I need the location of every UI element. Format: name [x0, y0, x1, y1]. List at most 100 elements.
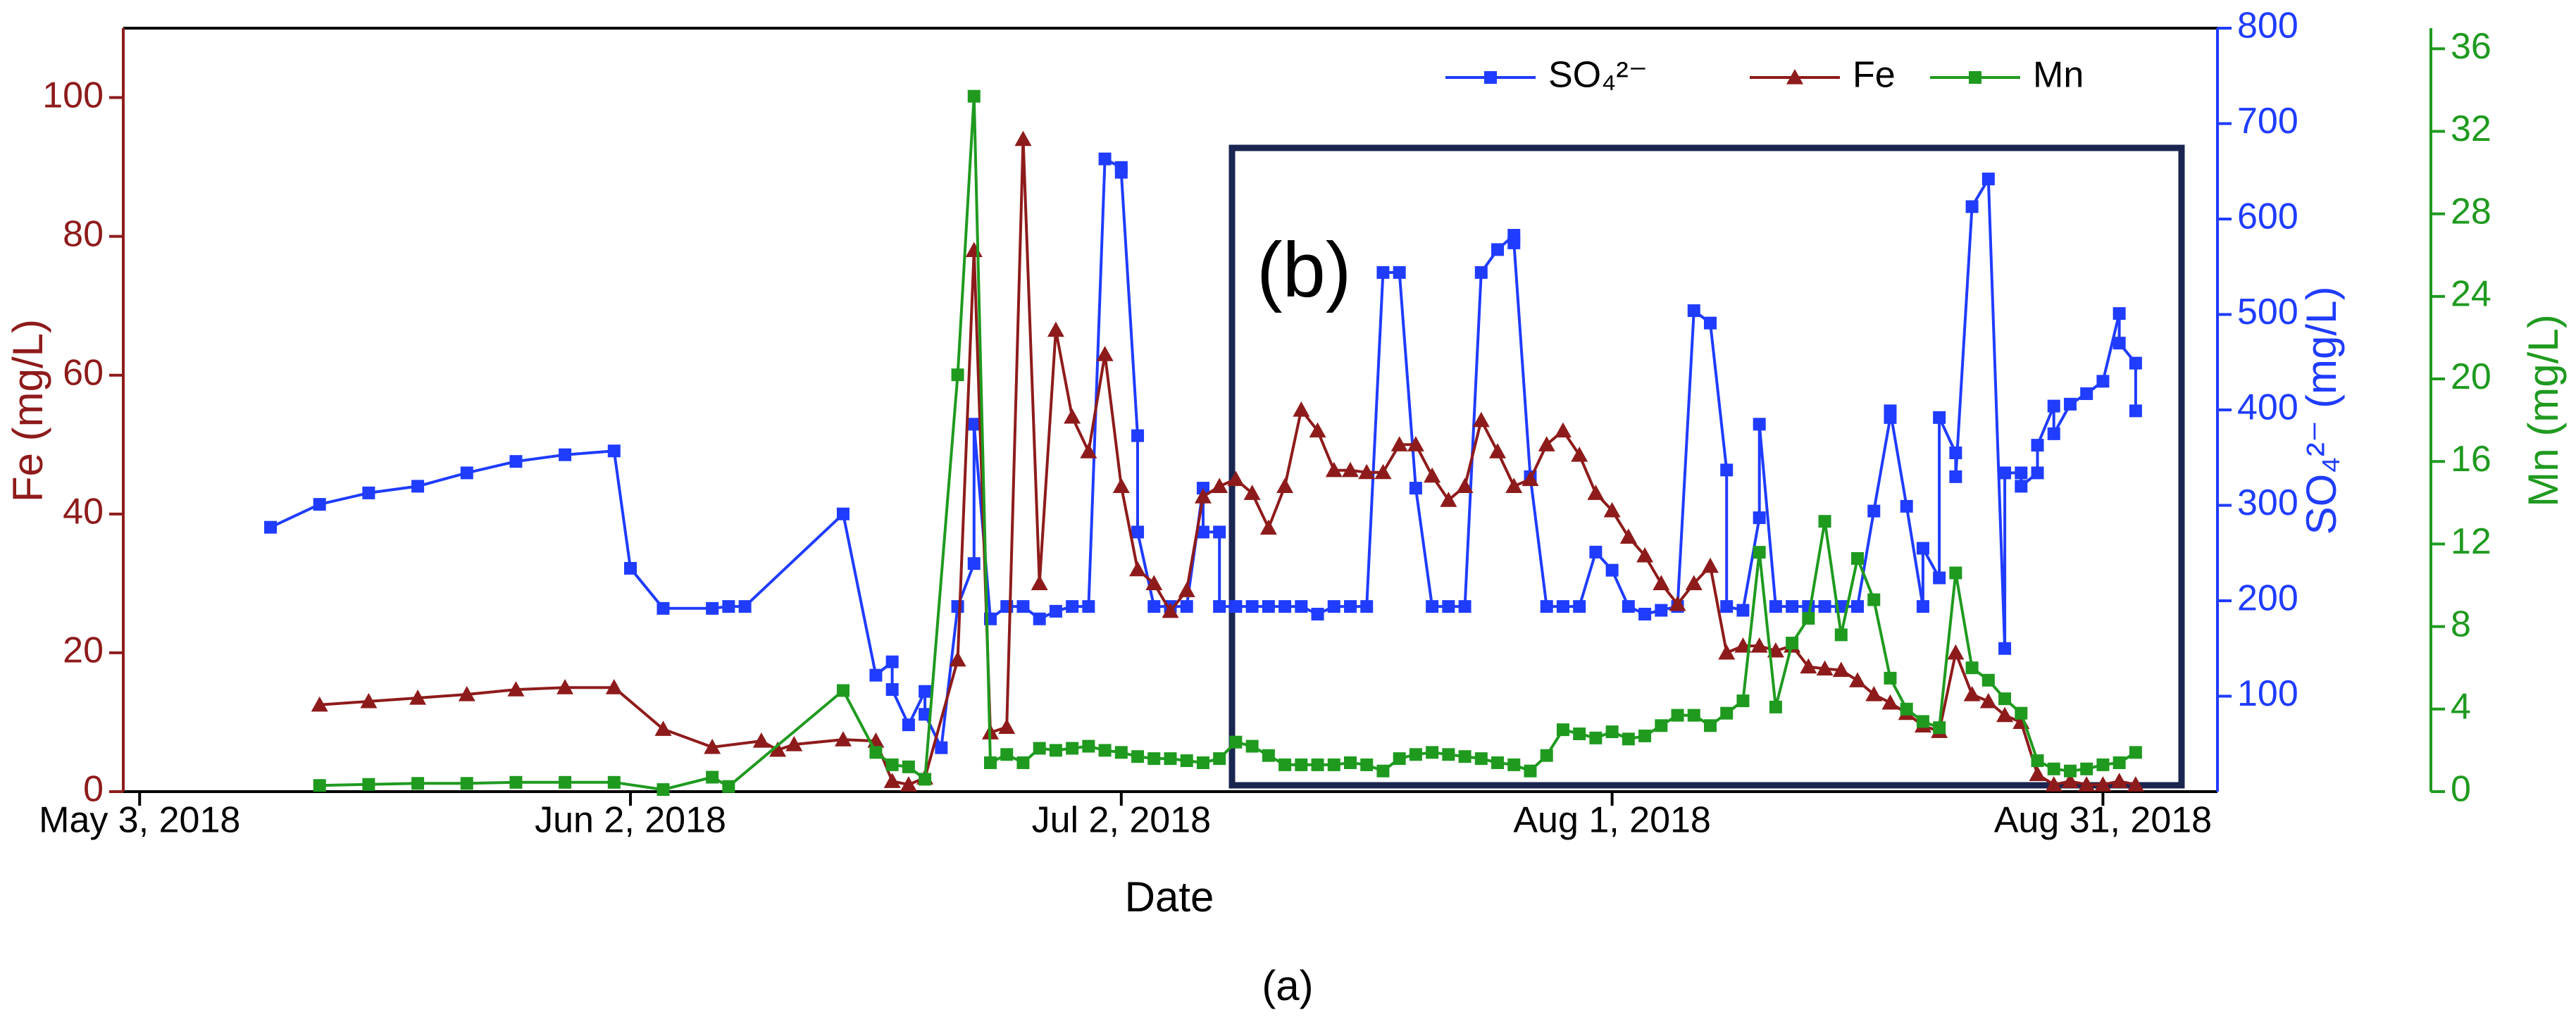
data-point: [2063, 397, 2077, 411]
data-point: [1409, 482, 1422, 495]
y2-tick-label: 600: [2237, 196, 2298, 237]
data-point: [902, 718, 915, 732]
data-point: [1979, 692, 1997, 709]
data-point: [1164, 752, 1177, 766]
data-point: [2047, 427, 2060, 440]
data-point: [706, 770, 719, 784]
y3-tick-label: 0: [2451, 769, 2471, 810]
data-point: [2015, 480, 2028, 493]
data-point: [1949, 566, 1962, 580]
y2-tick-label: 300: [2237, 482, 2298, 523]
data-point: [624, 561, 637, 575]
inset-box: [1228, 144, 2185, 789]
data-point: [2031, 439, 2044, 452]
data-point: [1998, 692, 2012, 706]
data-point: [1343, 600, 1357, 613]
data-point: [1227, 470, 1245, 487]
data-point: [1720, 600, 1734, 613]
data-point: [967, 418, 981, 431]
data-point: [2080, 387, 2093, 400]
data-point: [1114, 166, 1128, 179]
data-point: [1786, 637, 1799, 650]
data-point: [654, 720, 672, 736]
data-point: [2094, 776, 2112, 792]
data-point: [1769, 700, 1782, 713]
data-point: [1638, 607, 1652, 620]
data-point: [1196, 482, 1209, 495]
data-point: [1949, 446, 1962, 459]
data-point: [1998, 466, 2012, 480]
data-point: [1718, 644, 1736, 660]
data-point: [1213, 525, 1226, 539]
legend-marker: [1484, 71, 1497, 84]
data-point: [1587, 485, 1605, 500]
data-point: [1049, 604, 1062, 618]
y2-tick-label: 400: [2237, 387, 2298, 428]
data-point: [1031, 575, 1048, 590]
y2-tick-label: 800: [2237, 6, 2298, 46]
y3-tick-label: 20: [2451, 356, 2491, 397]
data-point: [1603, 501, 1621, 518]
data-point: [919, 708, 932, 721]
data-point: [1981, 673, 1995, 687]
data-point: [1325, 461, 1343, 478]
data-point: [1669, 595, 1686, 611]
data-point: [1458, 750, 1471, 763]
data-point: [1507, 236, 1521, 249]
data-point: [1556, 600, 1569, 613]
data-point: [657, 783, 670, 797]
data-point: [1196, 756, 1209, 769]
data-point: [1196, 525, 1209, 539]
y3-tick-label: 16: [2451, 439, 2491, 480]
data-point: [460, 777, 473, 790]
data-point: [409, 689, 427, 705]
data-point: [1786, 600, 1799, 613]
data-point: [1800, 658, 1817, 674]
data-point: [1605, 725, 1619, 739]
data-point: [509, 455, 523, 468]
data-point: [1341, 461, 1359, 478]
data-point: [984, 756, 997, 769]
data-point: [1000, 748, 1014, 761]
data-point: [1016, 756, 1030, 769]
data-point: [1963, 686, 1981, 701]
data-point: [2061, 773, 2079, 788]
data-point: [2096, 758, 2110, 771]
data-point: [1900, 702, 1913, 716]
data-point: [1933, 721, 1946, 735]
data-point: [1162, 602, 1179, 618]
data-point: [1703, 719, 1717, 732]
data-point: [1096, 346, 1114, 361]
data-point: [1033, 612, 1046, 625]
series-line: [319, 94, 2136, 792]
data-point: [657, 601, 670, 615]
data-point: [313, 498, 326, 511]
data-point: [1276, 478, 1294, 493]
data-point: [607, 775, 621, 789]
data-point: [559, 775, 572, 789]
inset-label: (b): [1257, 227, 1351, 313]
data-point: [1409, 748, 1422, 761]
data-point: [1180, 600, 1193, 613]
data-point: [1262, 600, 1275, 613]
data-point: [738, 600, 752, 613]
data-point: [1916, 542, 1929, 555]
data-point: [1507, 758, 1521, 771]
data-point: [1818, 515, 1831, 528]
data-point: [1491, 756, 1505, 769]
data-point: [2015, 466, 2028, 480]
data-point: [507, 681, 525, 697]
y3-axis-label: Mn (mg/L): [2520, 314, 2567, 506]
data-point: [1327, 758, 1340, 771]
data-point: [2096, 375, 2110, 388]
data-point: [1047, 321, 1064, 337]
data-point: [785, 735, 803, 751]
data-point: [1653, 575, 1670, 590]
data-point: [869, 746, 883, 759]
data-point: [1278, 758, 1292, 771]
data-point: [1098, 152, 1112, 166]
data-point: [2127, 776, 2144, 792]
data-point: [1867, 593, 1881, 606]
